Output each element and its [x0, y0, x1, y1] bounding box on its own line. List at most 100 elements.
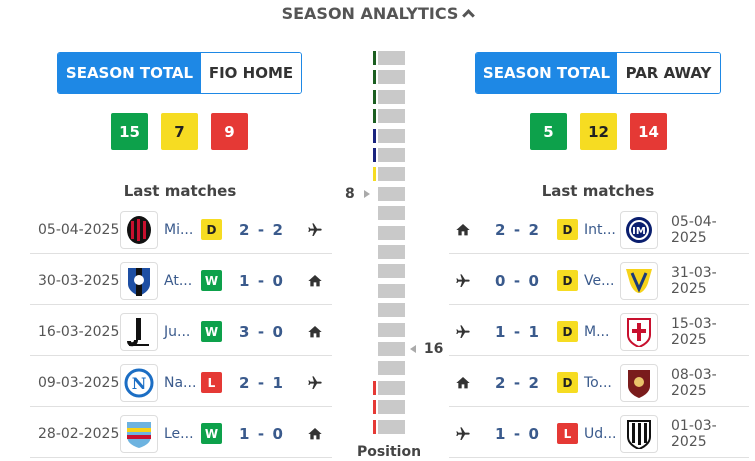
score-home: 2: [495, 220, 506, 239]
score-separator: -: [513, 271, 521, 290]
result-badge: D: [557, 219, 578, 240]
match-score: 2-2: [495, 374, 539, 392]
score-home: 2: [239, 373, 250, 392]
match-score: 0-0: [495, 272, 539, 290]
position-zone-marker: [373, 129, 376, 143]
left-team-position-label: 8: [345, 186, 370, 202]
udinese-logo: [620, 414, 658, 453]
position-title: Position: [356, 444, 422, 460]
home-icon: [453, 375, 473, 391]
juventus-logo: [120, 312, 158, 351]
position-slot: [378, 264, 405, 278]
position-slot: [378, 109, 405, 123]
result-badge: W: [201, 423, 222, 444]
score-separator: -: [513, 424, 521, 443]
tab-home-left[interactable]: FIO HOME: [201, 53, 301, 93]
tab-away-right[interactable]: PAR AWAY: [617, 53, 720, 93]
ac-milan-logo: [120, 210, 158, 249]
right-match-row[interactable]: 2-2 D To... 08-03-2025: [449, 359, 749, 407]
score-away: 2: [528, 373, 539, 392]
score-home: 2: [495, 373, 506, 392]
position-slot: [378, 361, 405, 375]
position-slot: [378, 226, 405, 240]
opponent-name[interactable]: Int...: [584, 221, 616, 238]
opponent-name[interactable]: M...: [584, 323, 610, 340]
right-draws-badge: 12: [580, 113, 617, 150]
season-analytics-header[interactable]: SEASON ANALYTICS: [0, 4, 755, 23]
match-score: 1-0: [495, 425, 539, 443]
opponent-name[interactable]: Ve...: [584, 272, 615, 289]
right-match-row[interactable]: 1-1 D M... 15-03-2025: [449, 308, 749, 356]
score-away: 0: [272, 322, 283, 341]
right-match-row[interactable]: 0-0 D Ve... 31-03-2025: [449, 257, 749, 305]
position-slot: [378, 400, 405, 414]
opponent-name[interactable]: To...: [584, 374, 612, 391]
opponent-name[interactable]: Na...: [164, 374, 197, 391]
napoli-logo: N: [120, 363, 158, 402]
score-home: 1: [239, 271, 250, 290]
result-badge: D: [557, 321, 578, 342]
left-match-row[interactable]: 16-03-2025 Ju... W 3-0: [30, 308, 332, 356]
home-icon: [305, 426, 325, 442]
position-zone-marker: [373, 381, 376, 395]
airplane-icon: [305, 375, 325, 391]
score-separator: -: [257, 373, 265, 392]
right-losses-badge: 14: [630, 113, 667, 150]
left-position-number: 8: [345, 186, 355, 202]
position-slot: [378, 129, 405, 143]
score-home: 3: [239, 322, 250, 341]
score-away: 1: [272, 373, 283, 392]
score-away: 0: [272, 424, 283, 443]
right-match-row[interactable]: 2-2 D Int... IM 05-04-2025: [449, 206, 749, 254]
airplane-icon: [305, 222, 325, 238]
result-badge: D: [557, 372, 578, 393]
position-slot: [378, 187, 405, 201]
tab-season-total-right[interactable]: SEASON TOTAL: [476, 53, 617, 93]
position-slot: [378, 90, 405, 104]
score-separator: -: [513, 220, 521, 239]
match-date: 05-04-2025: [38, 221, 120, 238]
opponent-name[interactable]: Mi...: [164, 221, 194, 238]
left-match-row[interactable]: 09-03-2025 N Na... L 2-1: [30, 359, 332, 407]
score-away: 0: [528, 424, 539, 443]
result-badge: W: [201, 321, 222, 342]
right-last-matches-title: Last matches: [541, 182, 655, 200]
match-score: 1-1: [495, 323, 539, 341]
match-date: 28-02-2025: [38, 425, 120, 442]
score-home: 1: [495, 424, 506, 443]
position-slot: [378, 70, 405, 84]
inter-logo: IM: [620, 210, 658, 249]
result-badge: D: [201, 219, 222, 240]
match-date: 01-03-2025: [671, 417, 717, 450]
airplane-icon: [453, 426, 473, 442]
atalanta-logo: [120, 261, 158, 300]
left-match-row[interactable]: 28-02-2025 Le... W 1-0: [30, 410, 332, 458]
tab-season-total-left[interactable]: SEASON TOTAL: [58, 53, 201, 93]
score-separator: -: [513, 373, 521, 392]
airplane-icon: [453, 273, 473, 289]
chevron-up-icon[interactable]: [462, 9, 476, 22]
position-zone-marker: [373, 51, 376, 65]
triangle-left-icon: [410, 345, 416, 353]
position-slot: [378, 284, 405, 298]
airplane-icon: [453, 324, 473, 340]
score-separator: -: [257, 271, 265, 290]
match-score: 1-0: [239, 272, 283, 290]
left-match-row[interactable]: 30-03-2025 At... W 1-0: [30, 257, 332, 305]
position-zone-marker: [373, 167, 376, 181]
torino-logo: [620, 363, 658, 402]
opponent-name[interactable]: Le...: [164, 425, 194, 442]
right-match-row[interactable]: 1-0 L Ud... 01-03-2025: [449, 410, 749, 458]
opponent-name[interactable]: Ud...: [584, 425, 617, 442]
result-badge: D: [557, 270, 578, 291]
opponent-name[interactable]: At...: [164, 272, 193, 289]
monza-logo: [620, 312, 658, 351]
left-match-row[interactable]: 05-04-2025 Mi... D 2-2: [30, 206, 332, 254]
position-zone-marker: [373, 420, 376, 434]
score-separator: -: [257, 322, 265, 341]
opponent-name[interactable]: Ju...: [164, 323, 191, 340]
left-draws-badge: 7: [161, 113, 198, 150]
home-icon: [453, 222, 473, 238]
right-team-position-label: 16: [410, 341, 443, 357]
right-wins-badge: 5: [530, 113, 567, 150]
